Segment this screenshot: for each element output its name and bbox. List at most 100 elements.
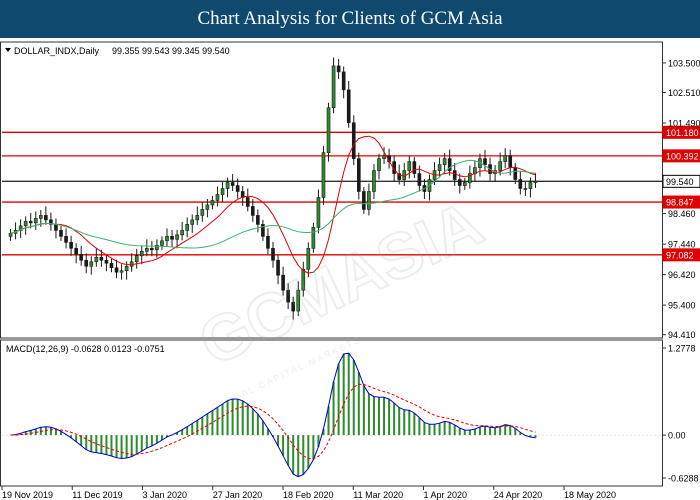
candle [498,161,502,171]
candle [160,240,164,246]
candle [109,262,114,269]
price-level-label: 100.392 [666,151,699,161]
candle [220,188,225,195]
candle [301,268,306,291]
y-tick-label: 97.440 [668,240,696,250]
candle [447,158,452,171]
price-level-label: 97.082 [666,250,694,260]
y-tick-label: 103.500 [668,58,700,68]
candle [74,248,78,255]
ohlc-label: 99.355 99.543 99.345 99.540 [112,46,230,56]
candle [175,234,179,240]
candle [291,301,296,312]
collapse-triangle-icon[interactable] [5,48,11,52]
candle [281,274,285,291]
y-tick-label: 96.420 [668,270,696,280]
candle [119,270,124,273]
candle [417,173,422,186]
candle [397,173,402,180]
candle [190,219,195,225]
candle [205,204,210,210]
candle [362,191,366,210]
candle [351,122,356,159]
price-level-tag [662,195,700,209]
candle [49,219,53,225]
candle [104,259,109,264]
candle [407,161,412,171]
candle [518,179,523,189]
candle [89,261,94,267]
candle [84,259,89,267]
x-tick-label: 3 Jan 2020 [143,490,188,500]
ma-slow-line [10,159,536,249]
macd-series [2,352,662,478]
candle [8,233,13,237]
candle [38,215,43,219]
candle [367,191,371,210]
candle [124,265,129,272]
candle [528,182,533,189]
y-tick-label: 94.410 [668,330,696,340]
ma-fast-line [10,135,536,274]
candle [513,167,518,180]
candle [139,250,144,257]
price-level-tag [662,149,700,163]
y-tick-label: 98.460 [668,209,696,219]
candle [261,224,265,237]
candle [200,209,205,216]
x-tick-label: 24 Apr 2020 [494,490,543,500]
price-level-tag [662,125,700,139]
candle [256,215,260,225]
symbol-label: DOLLAR_INDX,Daily [14,46,100,56]
candle [346,89,351,124]
candle [54,224,58,231]
macd-line [10,352,536,478]
candle [483,158,487,165]
candle [195,215,200,221]
candle [170,236,174,240]
candle [326,107,331,153]
candle [215,194,220,201]
candle [114,267,119,273]
candle [457,179,462,186]
x-tick-label: 11 Dec 2019 [72,490,122,500]
price-level-label: 98.847 [666,198,694,208]
candle [185,224,190,231]
candle [372,170,376,192]
macd-signal-line [10,383,536,460]
x-tick-label: 18 Feb 2020 [283,490,334,500]
candle [79,253,84,261]
candle [356,158,361,192]
axes: 103.500 102.510 101.490 98.460 97.440 96.420 9… [1,58,700,500]
candle [296,289,301,312]
macd-tick-label: 0.00 [668,431,686,441]
candle [523,188,528,190]
candle [311,227,316,249]
price-panel [0,41,663,339]
candle [150,248,154,251]
candle [503,155,508,162]
candle [155,245,159,251]
chart-canvas: 101.180 100.392 99.540 98.847 97.082 103.500… [0,38,700,500]
y-tick-label: 102.510 [668,88,700,98]
candle [210,200,215,206]
x-tick-label: 11 Mar 2020 [353,490,403,500]
candle [412,161,417,174]
macd-tick-label: -0.6288 [668,474,699,484]
candle [306,248,311,270]
price-level-tag [662,174,700,188]
candle [437,164,442,171]
x-tick-label: 1 Apr 2020 [424,490,468,500]
candle [286,289,290,303]
candle [271,248,275,261]
candle [266,236,270,249]
candle [144,248,149,252]
moving-averages [10,135,536,274]
candle [33,218,38,224]
page-title: Chart Analysis for Clients of GCM Asia [0,0,700,38]
candle [44,215,48,221]
x-tick-label: 18 May 2020 [564,490,616,500]
candle [59,230,63,237]
macd-panel [0,339,663,487]
candle [377,158,381,171]
